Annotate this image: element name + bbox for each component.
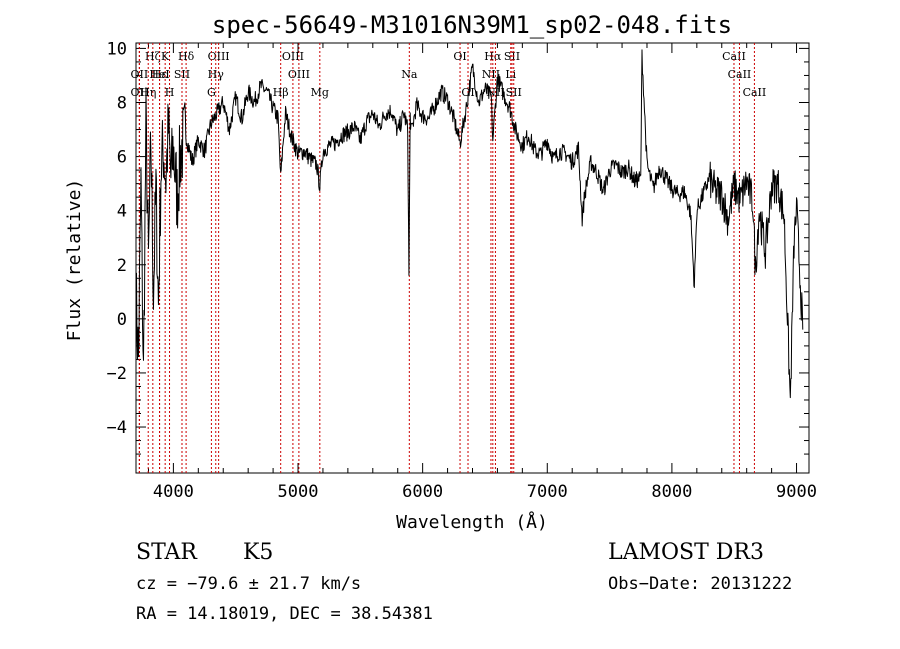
spectral-line-label: SII	[504, 50, 520, 63]
spectral-line-label: Hβ	[273, 86, 289, 99]
chart-title: spec-56649-M31016N39M1_sp02-048.fits	[212, 11, 732, 39]
spectral-line-label: CaII	[722, 50, 746, 63]
observation-date: Obs−Date: 20131222	[608, 574, 793, 594]
spectral-line-label: Hζ	[145, 50, 161, 63]
y-tick-label: 10	[107, 39, 127, 59]
spectral-line-label: Hδ	[178, 50, 195, 63]
x-tick-label: 9000	[776, 482, 817, 502]
spectral-line-label: K	[161, 50, 170, 63]
x-tick-label: 8000	[651, 482, 692, 502]
x-tick-label: 4000	[153, 482, 194, 502]
y-axis-label: Flux (relative)	[64, 179, 85, 342]
plot-frame	[135, 42, 810, 474]
spectral-line-label: OI	[461, 86, 474, 99]
y-tick-label: 4	[117, 202, 127, 222]
x-tick-label: 5000	[278, 482, 319, 502]
spectral-line-label: OI	[453, 50, 466, 63]
spectral-line-label: Li	[505, 68, 516, 81]
survey-label: LAMOST DR3	[608, 540, 764, 565]
spectral-line-label: H	[165, 86, 175, 99]
spectral-line-label: Hε	[152, 68, 168, 81]
y-tick-label: −2	[107, 364, 127, 384]
spectral-line-label: SII	[506, 86, 522, 99]
spectral-line-label: OIII	[288, 68, 310, 81]
spectral-line-label: HeI	[149, 68, 169, 81]
spectral-line-label: Na	[401, 68, 418, 81]
spectral-line-label: OIII	[282, 50, 304, 63]
x-tick-label: 6000	[402, 482, 443, 502]
y-tick-label: 0	[117, 310, 127, 330]
spectral-line-label: OII	[131, 68, 149, 81]
x-tick-label: 7000	[527, 482, 568, 502]
spectral-line-label: Hα	[484, 50, 502, 63]
object-subclass: K5	[243, 540, 274, 565]
object-class: STAR	[136, 540, 197, 565]
redshift-velocity: cz = −79.6 ± 21.7 km/s	[136, 574, 362, 594]
spectral-line-label: G	[207, 86, 216, 99]
spectral-line-label: CaII	[728, 68, 752, 81]
spectrum-series	[135, 49, 804, 399]
spectral-line-label: OIII	[208, 50, 230, 63]
y-tick-label: −4	[107, 418, 127, 438]
spectral-line-label: Hη	[140, 86, 156, 99]
spectral-line-label: SII	[174, 68, 190, 81]
spectral-line-label: Mg	[311, 86, 329, 99]
coordinates: RA = 14.18019, DEC = 38.54381	[136, 604, 433, 624]
y-tick-label: 6	[117, 148, 127, 168]
spectrum-line	[135, 49, 804, 399]
x-axis-label: Wavelength (Å)	[396, 511, 548, 533]
spectral-line-label: CaII	[743, 86, 767, 99]
axes: 4000 5000 6000 7000 8000 9000 −4 −2 0 2 4 6 8 10	[107, 39, 817, 502]
spectral-line-label: Hγ	[208, 68, 225, 81]
y-tick-label: 2	[117, 256, 127, 276]
y-tick-label: 8	[117, 93, 127, 113]
